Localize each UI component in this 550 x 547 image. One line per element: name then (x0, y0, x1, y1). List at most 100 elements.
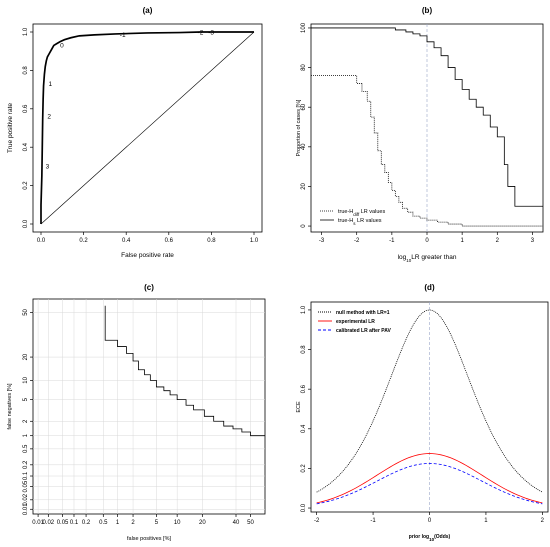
y-tick-label: 40 (301, 143, 307, 150)
x-tick-label: 1 (116, 520, 120, 526)
x-tick-label: -3 (319, 238, 325, 244)
x-tick-label: 5 (155, 520, 159, 526)
x-tick-label: 0.01 (32, 520, 44, 526)
panel-c: (c)0.010.02 0.05 0.1 0.2 0.5 1 2 5 10 20 40 500.010… (7, 283, 266, 542)
x-tick-label: -1 (370, 518, 376, 524)
y-tick-label: 50 (23, 308, 29, 315)
x-tick-label: 1 (460, 238, 464, 244)
panel-title: (d) (424, 283, 435, 292)
y-tick-label: 20 (301, 182, 307, 189)
y-tick-label: 20 (23, 353, 29, 360)
y-axis-label: ECE (296, 401, 302, 413)
panel-d: (d) -2 -1 0 1 2 0.0 0.2 0.4 0.6 0.8 1.0 null method … (296, 283, 549, 542)
x-tick-label: 0 (428, 518, 432, 524)
x-tick-label: 0.2 (82, 520, 91, 526)
y-tick-label: 0.5 (23, 444, 29, 453)
y-tick-label: 0.8 (301, 345, 307, 354)
y-tick-label: 0.2 (301, 464, 307, 473)
y-tick-label: 60 (301, 103, 307, 110)
x-tick-label: 0.5 (99, 520, 108, 526)
series-true-hdiff (311, 75, 543, 227)
legend-label-pav: calibrated LR after PAV (336, 328, 391, 334)
plot-frame (32, 23, 263, 233)
legend-label-exp: experimental LR (336, 319, 375, 325)
x-tick-label: 0.4 (122, 238, 131, 244)
y-tick-label: 0.6 (301, 384, 307, 393)
x-axis-label: False positive rate (121, 252, 174, 259)
legend-label-true-hdiff: true-Hdiff LR values (338, 209, 385, 217)
x-tick-label: 40 (233, 520, 240, 526)
series-true-hs (311, 27, 543, 207)
threshold-label: 0 (60, 42, 64, 49)
x-tick-label: 0 (425, 238, 429, 244)
y-tick-label: 0.01 (23, 503, 29, 515)
y-axis-label: Proportion of cases [%] (296, 99, 302, 156)
x-tick-label: 20 (199, 520, 206, 526)
x-tick-label: 0.02 (42, 520, 54, 526)
threshold-label: 3 (46, 163, 50, 170)
threshold-label: 2 (47, 113, 51, 120)
y-tick-label: 2 (23, 419, 29, 423)
panel-a: (a) 0.0 0.2 0.4 0.6 0.8 1.0 0.0 0.2 0.4 0.6 0.8 1.0 F… (7, 6, 263, 259)
y-tick-label: 0.2 (23, 460, 29, 469)
y-tick-label: 0.05 (23, 480, 29, 492)
x-tick-label: 2 (541, 518, 545, 524)
x-tick-label: 1.0 (250, 238, 259, 244)
x-tick-label: 2 (131, 520, 135, 526)
x-tick-label: 10 (174, 520, 181, 526)
y-tick-label: 1.0 (301, 305, 307, 314)
y-tick-label: 0.4 (301, 424, 307, 433)
y-tick-label: 0 (301, 224, 307, 228)
threshold-label: -2 (198, 30, 204, 37)
x-tick-label: 0.6 (165, 238, 174, 244)
x-tick-label: -2 (354, 238, 360, 244)
x-tick-label: -1 (389, 238, 395, 244)
y-tick-label: 0.8 (23, 66, 29, 75)
y-tick-label: 0.4 (23, 142, 29, 151)
ece-curve-null (316, 309, 543, 493)
x-tick-label: 1 (484, 518, 488, 524)
x-tick-label: 3 (531, 238, 535, 244)
legend-label-null: null method with LR=1 (336, 310, 390, 316)
threshold-label: -3 (208, 30, 214, 37)
y-axis-label: false negatives [%] (7, 383, 13, 430)
threshold-label: -1 (120, 32, 126, 39)
y-tick-label: 0.02 (23, 493, 29, 505)
det-curve (104, 305, 265, 437)
x-tick-label: 0.1 (70, 520, 79, 526)
legend-label-true-hs: true-Hs LR values (338, 218, 382, 226)
y-tick-label: 10 (23, 376, 29, 383)
y-tick-label: 80 (301, 64, 307, 71)
x-tick-label: 0.8 (207, 238, 216, 244)
panel-b: (b) -3 -2 -1 0 1 2 3 0 20 40 60 80 100 log10LR greater… (296, 6, 544, 263)
x-tick-label: 0.2 (79, 238, 88, 244)
ece-curve-exp (316, 453, 543, 504)
plot-frame (32, 298, 266, 515)
y-tick-label: 0.6 (23, 104, 29, 113)
x-tick-label: -2 (314, 518, 320, 524)
y-axis-label: True positive rate (7, 103, 14, 153)
y-tick-label: 0.2 (23, 181, 29, 190)
x-axis-label: prior log10(Odds) (409, 534, 451, 542)
y-tick-label: 5 (23, 397, 29, 401)
x-tick-label: 50 (247, 520, 254, 526)
panel-title: (a) (143, 6, 153, 15)
y-tick-label: 0.0 (301, 503, 307, 512)
y-tick-label: 0.0 (23, 219, 29, 228)
x-axis-label: log10LR greater than (398, 254, 457, 263)
x-tick-label: 0.0 (37, 238, 46, 244)
diagonal-line (40, 31, 255, 225)
y-tick-label: 100 (301, 22, 307, 33)
x-axis-label: false positives [%] (127, 536, 171, 542)
y-tick-label: 1.0 (23, 27, 29, 36)
threshold-label: 1 (48, 81, 52, 88)
ece-curve-pav (316, 463, 543, 505)
panel-title: (b) (422, 6, 433, 15)
x-tick-label: 2 (496, 238, 500, 244)
panel-title: (c) (144, 283, 154, 292)
y-tick-label: 1 (23, 433, 29, 437)
roc-curve (40, 31, 254, 224)
x-tick-label: 0.05 (57, 520, 69, 526)
y-tick-label: 0.1 (23, 471, 29, 480)
